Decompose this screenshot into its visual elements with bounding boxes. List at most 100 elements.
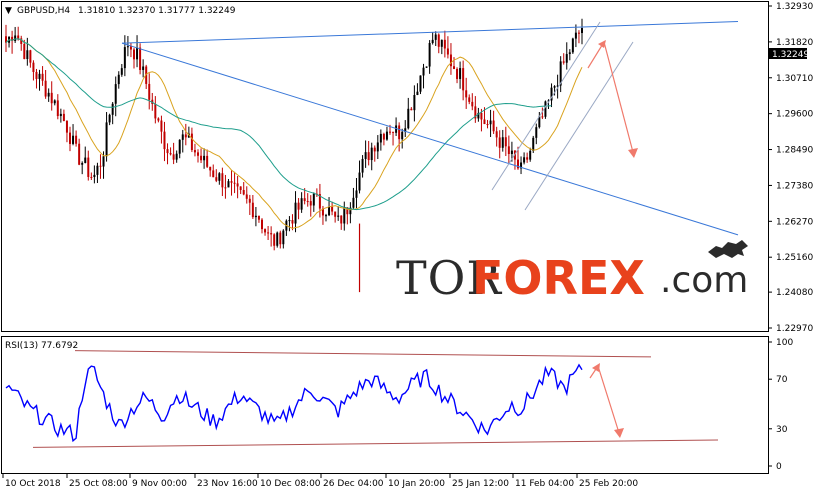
channel-lower-line — [524, 41, 634, 211]
candle-body — [44, 80, 47, 97]
candle-body — [239, 186, 242, 191]
ma-fast-line — [5, 38, 583, 230]
candle-body — [434, 34, 437, 40]
candle-body — [197, 152, 199, 156]
candle-body — [62, 113, 65, 121]
candle-body — [334, 211, 337, 217]
candle-body — [352, 197, 355, 208]
candle-body — [407, 108, 410, 129]
rsi-tick-label: 0 — [776, 462, 782, 472]
price-tick-label: 1.30710 — [776, 74, 813, 84]
candle-body — [401, 131, 404, 140]
rsi-title: RSI(13) 77.6792 — [5, 341, 78, 351]
candle-body — [309, 201, 312, 206]
candle-body — [264, 229, 267, 233]
candle-body — [139, 47, 142, 70]
candle-body — [376, 142, 379, 152]
watermark-part2: FOREX — [472, 251, 645, 305]
candle-body — [340, 215, 343, 224]
candle-body — [373, 147, 376, 152]
candle-body — [547, 100, 550, 102]
candle-body — [425, 66, 428, 68]
candle-body — [23, 43, 26, 60]
indicator-toggle-icon[interactable]: ▼ — [5, 6, 12, 16]
candle-body — [480, 112, 483, 120]
candle-body — [221, 173, 224, 188]
time-tick-label: 26 Dec 04:00 — [323, 479, 384, 489]
rsi-tick-label: 30 — [776, 425, 788, 435]
candle-body — [446, 48, 449, 55]
candle-body — [306, 201, 309, 203]
candle-body — [459, 68, 462, 79]
candle-body — [215, 177, 218, 181]
candle-body — [501, 137, 504, 148]
candle-body — [108, 114, 111, 123]
candle-body — [495, 131, 498, 138]
candle-body — [84, 157, 87, 163]
candle-body — [449, 54, 452, 67]
candle-body — [520, 162, 523, 169]
price-tick-label: 1.22970 — [776, 324, 813, 334]
candle-body — [477, 112, 480, 119]
candle-body — [504, 137, 507, 147]
candle-body — [257, 215, 260, 220]
candle-body — [11, 36, 14, 41]
candle-body — [254, 215, 257, 218]
candle-body — [538, 116, 541, 128]
candle-body — [559, 61, 562, 86]
candle-body — [142, 66, 145, 70]
candle-body — [129, 46, 132, 50]
candle-body — [184, 134, 187, 138]
candle-body — [99, 165, 102, 167]
candle-body — [318, 194, 321, 209]
candle-body — [300, 198, 303, 210]
candle-body — [529, 150, 532, 160]
rsi-axis: 100 70 30 0 — [768, 338, 793, 472]
candle-body — [41, 73, 44, 81]
candle-body — [233, 182, 236, 184]
candle-body — [181, 134, 184, 140]
time-tick-label: 10 Jan 20:00 — [388, 479, 445, 489]
candle-body — [20, 38, 23, 44]
rsi-line — [5, 363, 583, 443]
candle-body — [532, 137, 535, 151]
candle-body — [364, 152, 367, 159]
candle-body — [395, 125, 398, 133]
candle-body — [114, 84, 117, 104]
price-tick-label: 1.25160 — [776, 253, 813, 263]
candle-body — [148, 83, 151, 100]
candle-body — [465, 90, 468, 98]
candle-body — [321, 208, 324, 216]
candle-body — [303, 198, 306, 202]
candle-body — [367, 152, 370, 161]
candle-body — [102, 156, 105, 167]
candle-body — [90, 176, 93, 178]
time-tick-label: 11 Feb 04:00 — [515, 479, 574, 489]
candle-body — [413, 95, 416, 111]
candle-body — [553, 86, 556, 88]
price-tick-label: 1.32930 — [776, 2, 813, 12]
forecast-arrowhead-down — [628, 148, 638, 158]
candle-body — [392, 131, 395, 133]
current-price-value: 1.32249 — [772, 50, 809, 60]
candle-body — [419, 75, 422, 92]
rsi-upper-band — [74, 350, 652, 358]
time-tick-label: 25 Feb 20:00 — [579, 479, 638, 489]
time-tick-label: 9 Nov 00:00 — [132, 479, 187, 489]
candle-body — [523, 157, 526, 163]
candle-body — [468, 97, 471, 102]
candle-body — [75, 135, 78, 144]
candle-body — [14, 35, 17, 41]
candle-body — [544, 101, 547, 117]
candle-body — [379, 133, 382, 143]
candle-body — [160, 120, 163, 132]
watermark: TOR FOREX .com — [396, 240, 748, 305]
candle-body — [443, 39, 446, 49]
candle-body — [398, 125, 401, 140]
candle-body — [358, 172, 361, 191]
candle-body — [343, 207, 346, 224]
candle-body — [248, 198, 251, 203]
candle-body — [111, 103, 114, 115]
candle-body — [236, 183, 239, 187]
candle-body — [117, 74, 120, 85]
